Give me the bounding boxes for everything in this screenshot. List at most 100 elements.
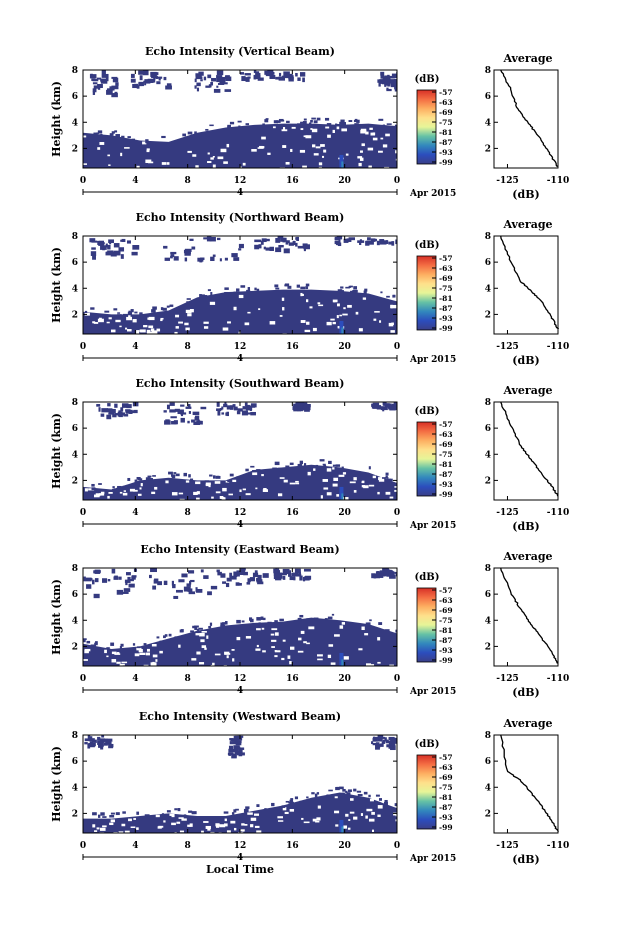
echo-peak-core: [341, 826, 344, 833]
echo-fragment: [109, 814, 115, 818]
echo-patch: [238, 748, 243, 753]
echo-patch: [89, 74, 97, 79]
echo-fragment: [190, 630, 194, 633]
echo-patch: [92, 82, 98, 85]
echo-patch: [216, 402, 220, 407]
echo-patch: [106, 414, 112, 420]
echo-patch: [378, 81, 381, 87]
echo-fragment: [382, 124, 386, 127]
speckle-gap: [328, 644, 334, 647]
echo-fragment: [369, 619, 372, 622]
echo-patch: [166, 404, 170, 410]
speckle-gap: [306, 299, 309, 303]
x-tick-label: 16: [286, 508, 299, 518]
echo-fragment: [113, 308, 118, 311]
speckle-gap: [355, 311, 359, 315]
echo-fragment: [220, 624, 226, 628]
echo-patch: [120, 254, 124, 259]
speckle-gap: [136, 827, 139, 830]
speckle-gap: [289, 482, 296, 485]
speckle-gap: [84, 649, 89, 654]
echo-fragment: [199, 294, 202, 298]
echo-patch: [391, 241, 395, 246]
echo-fragment: [326, 794, 330, 798]
echo-patch: [381, 741, 385, 744]
echo-fragment: [115, 812, 120, 816]
speckle-gap: [216, 825, 220, 828]
avg-x-tick-label: -110: [547, 674, 570, 684]
speckle-gap: [244, 322, 250, 326]
colorbar-unit: (dB): [415, 572, 440, 583]
speckle-gap: [99, 493, 105, 496]
speckle-gap: [137, 493, 142, 496]
speckle-gap: [92, 321, 96, 324]
echo-fragment: [144, 814, 150, 817]
speckle-gap: [369, 127, 373, 130]
echo-fragment: [115, 134, 120, 138]
speckle-gap: [382, 144, 388, 148]
echo-patch: [278, 76, 286, 81]
echo-patch: [142, 70, 149, 76]
avg-x-axis-label: (dB): [512, 188, 539, 201]
echo-patch: [92, 88, 97, 93]
average-profile-line: [500, 69, 558, 168]
echo-fragment: [231, 812, 235, 815]
avg-y-tick-label: 4: [485, 616, 491, 626]
speckle-gap: [361, 143, 365, 147]
echo-fragment: [127, 136, 131, 139]
x-tick-label: 8: [185, 841, 191, 851]
speckle-gap: [160, 317, 164, 320]
echo-fragment: [109, 133, 114, 136]
colorbar-tick-label: -75: [439, 616, 453, 625]
speckle-gap: [349, 811, 355, 814]
echo-fragment: [274, 461, 280, 466]
speckle-gap: [138, 649, 143, 653]
echo-patch: [120, 407, 124, 412]
colorbar-tick-label: -81: [439, 793, 453, 802]
speckle-gap: [310, 128, 313, 130]
echo-fragment: [240, 285, 246, 288]
echo-fragment: [322, 463, 326, 466]
speckle-gap: [380, 137, 384, 140]
speckle-gap: [136, 647, 142, 651]
speckle-gap: [290, 646, 295, 650]
speckle-gap: [212, 662, 215, 666]
speckle-gap: [373, 318, 377, 321]
echo-fragment: [281, 805, 286, 808]
speckle-gap: [179, 830, 185, 833]
speckle-gap: [239, 166, 242, 168]
speckle-gap: [220, 148, 227, 153]
speckle-gap: [84, 312, 90, 316]
speckle-gap: [123, 490, 127, 492]
speckle-gap: [121, 823, 126, 827]
echo-fragment: [337, 289, 342, 293]
speckle-gap: [336, 494, 340, 497]
echo-patch: [384, 737, 387, 742]
echo-patch: [107, 403, 111, 407]
speckle-gap: [374, 311, 380, 313]
echo-fragment: [127, 311, 132, 316]
echo-fragment: [123, 313, 128, 317]
echo-patch: [269, 246, 274, 251]
echo-fragment: [145, 477, 151, 481]
average-frame: [493, 401, 559, 501]
speckle-gap: [377, 661, 381, 664]
speckle-gap: [281, 129, 288, 132]
echo-patch: [125, 409, 131, 412]
echo-fragment: [285, 800, 289, 803]
x-tick-label: 12: [234, 674, 247, 684]
echo-patch: [190, 579, 195, 583]
speckle-gap: [317, 302, 321, 305]
echo-patch: [86, 578, 93, 581]
avg-y-tick-label: 6: [485, 424, 491, 434]
echo-patch: [187, 404, 191, 408]
echo-patch: [394, 571, 397, 574]
avg-y-tick-label: 6: [485, 757, 491, 767]
avg-y-tick-label: 2: [485, 310, 491, 320]
echo-patch: [216, 77, 221, 83]
echo-patch: [285, 240, 289, 245]
echo-fragment: [100, 134, 103, 137]
echo-fragment: [341, 792, 345, 795]
echo-fragment: [83, 639, 86, 643]
speckle-gap: [122, 492, 128, 496]
